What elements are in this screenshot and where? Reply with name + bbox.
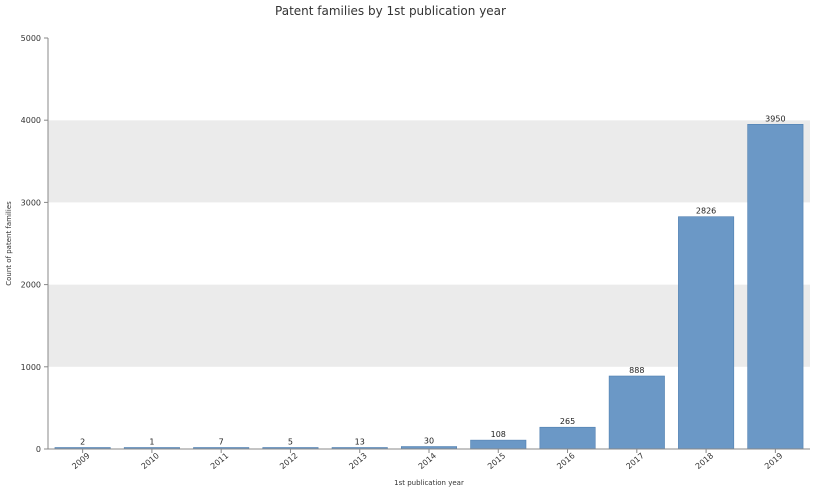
bar [608,375,665,450]
x-tick-label: 2009 [70,451,91,471]
grid-band [48,38,810,121]
data-label: 30 [424,437,434,446]
y-tick-label: 1000 [21,363,41,372]
x-tick-label: 2019 [763,451,784,471]
y-axis-title: Count of patent families [5,201,13,286]
x-tick-label: 2018 [694,451,715,471]
x-tick-label: 2012 [278,451,299,471]
bars-group: 2 1 7 5 13 30 108 265 888 2826 3950 [54,114,804,450]
data-label: 265 [560,417,575,426]
data-label: 2 [80,438,85,447]
chart-title: Patent families by 1st publication year [275,4,506,18]
y-tick-label: 4000 [21,116,41,125]
grid-band [48,120,810,203]
y-tick-label: 2000 [21,281,41,290]
x-axis-title: 1st publication year [394,479,464,487]
x-tick-label: 2013 [347,451,368,471]
y-tick-label: 3000 [21,198,41,207]
x-tick-label: 2016 [555,451,576,471]
data-label: 1 [149,438,154,447]
data-label: 13 [355,438,365,447]
data-label: 108 [491,430,506,439]
y-tick-label: 5000 [21,34,41,43]
y-axis: 0 1000 2000 3000 4000 5000 [21,34,49,454]
data-label: 888 [629,366,644,375]
y-tick-label: 0 [36,445,41,454]
data-label: 2826 [696,207,716,216]
bar [747,124,804,450]
x-tick-label: 2015 [486,451,507,471]
x-tick-label: 2011 [209,451,230,471]
bar [470,439,527,450]
data-label: 3950 [765,114,785,123]
x-tick-label: 2014 [417,451,438,471]
x-tick-label: 2010 [140,451,161,471]
data-label: 7 [219,438,224,447]
x-tick-label: 2017 [625,451,646,471]
x-axis: 2009 2010 2011 2012 2013 2014 2015 2016 2017 2018… [48,448,810,471]
bar [678,216,735,450]
bar [539,426,596,450]
data-label: 5 [288,438,293,447]
